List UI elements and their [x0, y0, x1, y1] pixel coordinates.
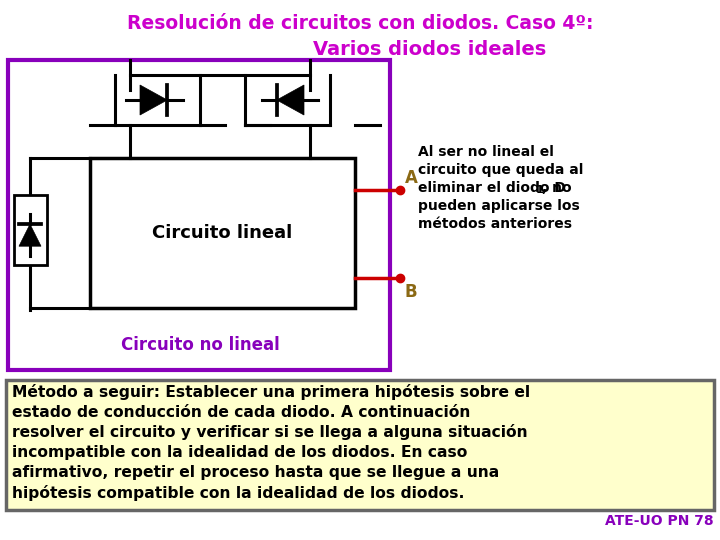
Polygon shape: [19, 224, 41, 246]
Text: métodos anteriores: métodos anteriores: [418, 217, 572, 231]
Text: ATE-UO PN 78: ATE-UO PN 78: [606, 514, 714, 528]
Text: eliminar el diodo D: eliminar el diodo D: [418, 181, 566, 195]
Polygon shape: [276, 85, 304, 115]
Text: A: A: [405, 169, 418, 187]
Polygon shape: [140, 85, 167, 115]
Text: , no: , no: [542, 181, 572, 195]
Text: Varios diodos ideales: Varios diodos ideales: [313, 40, 546, 59]
Text: pueden aplicarse los: pueden aplicarse los: [418, 199, 580, 213]
Text: Circuito lineal: Circuito lineal: [152, 224, 292, 242]
Text: B: B: [405, 283, 418, 301]
Bar: [90, 158, 355, 308]
Bar: [6, 380, 714, 510]
Bar: [14, 195, 47, 265]
Text: circuito que queda al: circuito que queda al: [418, 163, 583, 177]
Text: Método a seguir: Establecer una primera hipótesis sobre el
estado de conducción : Método a seguir: Establecer una primera …: [12, 384, 530, 501]
Text: Circuito no lineal: Circuito no lineal: [121, 336, 279, 354]
Text: 1: 1: [536, 185, 544, 195]
Bar: [8, 60, 390, 370]
Text: Resolución de circuitos con diodos. Caso 4º:: Resolución de circuitos con diodos. Caso…: [127, 14, 593, 33]
Text: Al ser no lineal el: Al ser no lineal el: [418, 145, 554, 159]
